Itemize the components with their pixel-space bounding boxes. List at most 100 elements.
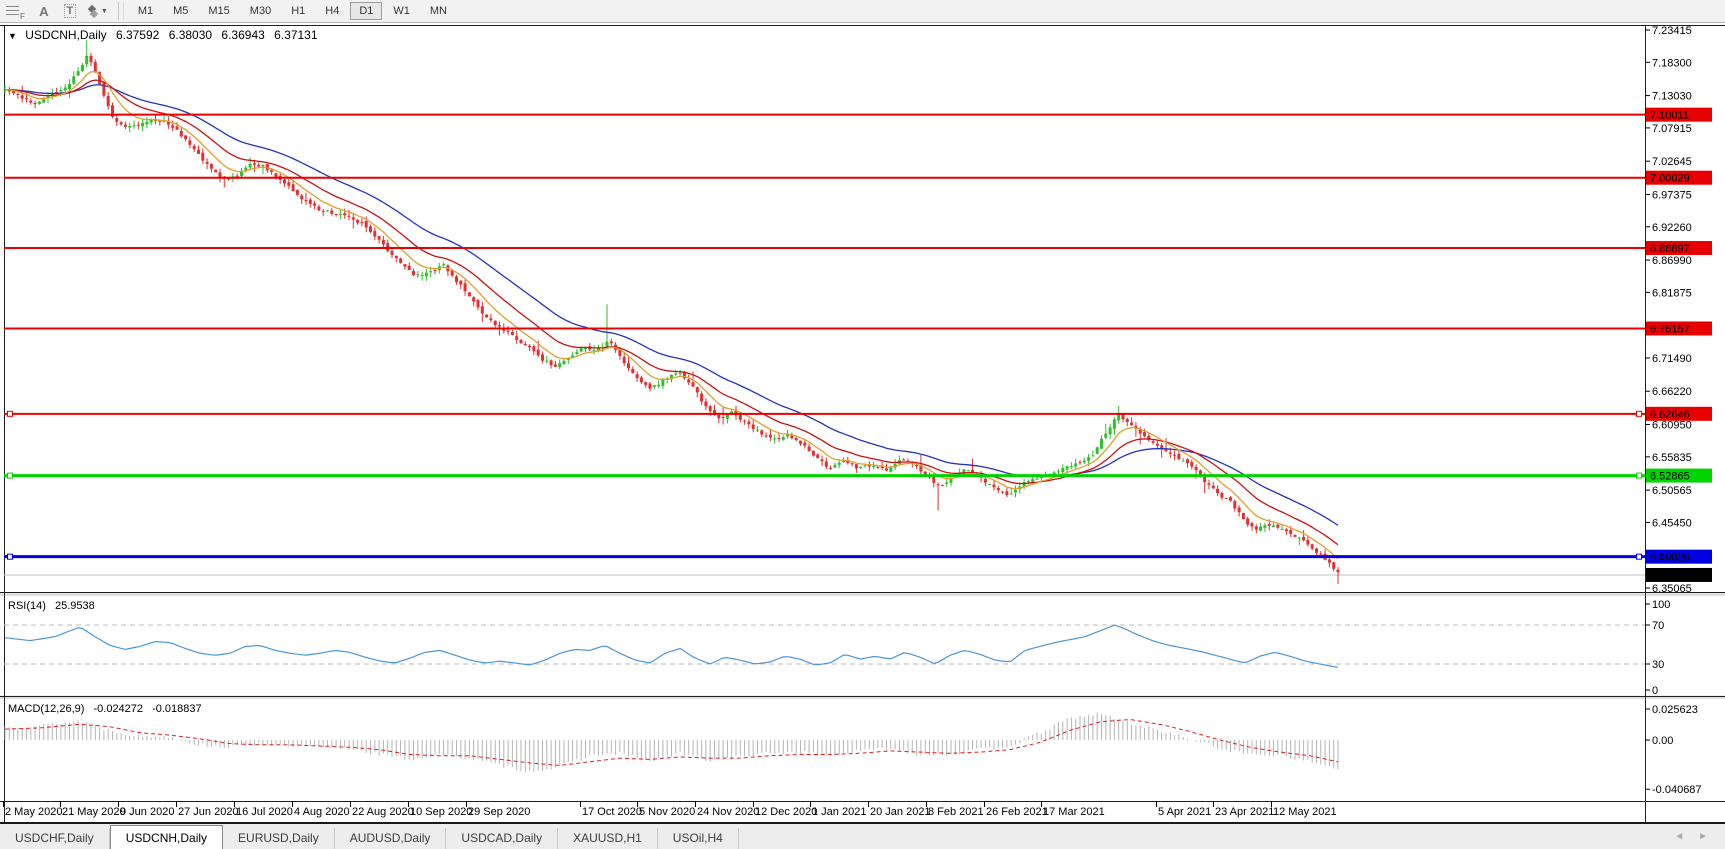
arrows-tool-button[interactable]: ▼ xyxy=(85,2,112,21)
hline-6.62646[interactable]: 6.62646 xyxy=(4,406,1712,421)
timeframe-button-W1[interactable]: W1 xyxy=(393,5,410,17)
svg-text:27 Jun 2020: 27 Jun 2020 xyxy=(178,806,239,818)
current-price-tag: 6.37131 xyxy=(1646,567,1712,582)
chart-background xyxy=(0,24,1725,823)
macd-signal-value: -0.018837 xyxy=(152,703,202,715)
svg-text:6.92260: 6.92260 xyxy=(1652,222,1692,234)
svg-text:4 Aug 2020: 4 Aug 2020 xyxy=(294,806,350,818)
hline-7.10011[interactable]: 7.10011 xyxy=(4,107,1712,122)
svg-text:6.55835: 6.55835 xyxy=(1652,452,1692,464)
ohlc-close: 6.37131 xyxy=(274,28,318,42)
svg-text:5 Nov 2020: 5 Nov 2020 xyxy=(639,806,695,818)
chart-tab-USDCAD-Daily[interactable]: USDCAD,Daily xyxy=(446,828,559,849)
svg-text:10 Sep 2020: 10 Sep 2020 xyxy=(410,806,472,818)
hline-7.00029[interactable]: 7.00029 xyxy=(4,170,1712,185)
hline-6.76157[interactable]: 6.76157 xyxy=(4,321,1712,336)
ohlc-open: 6.37592 xyxy=(115,28,160,42)
timeframe-button-H1[interactable]: H1 xyxy=(291,5,306,17)
panel-frame xyxy=(0,25,1725,822)
toolbar-separator-2 xyxy=(122,2,124,20)
svg-text:70: 70 xyxy=(1652,620,1664,632)
svg-text:6.45450: 6.45450 xyxy=(1652,517,1692,529)
svg-text:21 May 2020: 21 May 2020 xyxy=(62,806,126,818)
rsi-value: 25.9538 xyxy=(54,600,95,612)
chart-tab-USOil-H4[interactable]: USOil,H4 xyxy=(658,828,739,849)
timeframe-button-D1[interactable]: D1 xyxy=(350,2,383,20)
svg-text:6.52865: 6.52865 xyxy=(1650,471,1690,483)
svg-text:0.025623: 0.025623 xyxy=(1652,704,1698,716)
svg-text:5 Apr 2021: 5 Apr 2021 xyxy=(1158,806,1211,818)
chart-tab-EURUSD-Daily[interactable]: EURUSD,Daily xyxy=(223,828,335,849)
top-toolbar: F A T ▼ M1 M5 M15 M30 H1 H4 D1 W1 MN xyxy=(0,0,1725,23)
text-tool-button[interactable]: A xyxy=(33,2,55,21)
tab-scroll-right-icon[interactable]: ► xyxy=(1698,831,1708,842)
tab-scroll-buttons: ◄ ► xyxy=(1667,824,1725,849)
svg-text:6.76157: 6.76157 xyxy=(1650,323,1690,335)
price-axis[interactable]: 7.23415 7.18300 7.13030 7.07915 7.02645 6.973… xyxy=(1645,25,1692,595)
svg-text:9 Jun 2020: 9 Jun 2020 xyxy=(120,806,174,818)
svg-text:7.18300: 7.18300 xyxy=(1652,57,1692,69)
svg-text:6.66220: 6.66220 xyxy=(1652,386,1692,398)
tab-scroll-left-icon[interactable]: ◄ xyxy=(1674,831,1685,842)
hline-6.52865[interactable]: 6.52865 xyxy=(4,468,1712,483)
svg-text:24 Nov 2020: 24 Nov 2020 xyxy=(697,806,759,818)
svg-text:23 Apr 2021: 23 Apr 2021 xyxy=(1215,806,1274,818)
svg-text:29 Sep 2020: 29 Sep 2020 xyxy=(468,806,530,818)
tab-items: USDCHF,Daily USDCNH,Daily EURUSD,Daily AUDU… xyxy=(0,824,739,849)
svg-text:6.35065: 6.35065 xyxy=(1652,583,1692,595)
svg-text:22 Aug 2020: 22 Aug 2020 xyxy=(352,806,414,818)
svg-text:6.60950: 6.60950 xyxy=(1652,420,1692,432)
chart-tab-AUDUSD-Daily[interactable]: AUDUSD,Daily xyxy=(335,828,447,849)
rsi-panel: 100 70 30 0 xyxy=(4,599,1670,697)
svg-text:26 Feb 2021: 26 Feb 2021 xyxy=(986,806,1048,818)
svg-text:6.50565: 6.50565 xyxy=(1652,485,1692,497)
macd-value: -0.024272 xyxy=(93,703,144,715)
macd-name: MACD(12,26,9) xyxy=(8,703,85,715)
ma-fast xyxy=(4,71,1339,560)
rsi-indicator-label: RSI(14) 25.9538 xyxy=(8,600,95,612)
fibonacci-tool-button[interactable]: F xyxy=(2,2,29,21)
svg-text:30: 30 xyxy=(1652,659,1664,671)
svg-text:7.02645: 7.02645 xyxy=(1652,156,1692,168)
chart-tab-USDCNH-Daily[interactable]: USDCNH,Daily xyxy=(109,825,224,849)
svg-text:12 Dec 2020: 12 Dec 2020 xyxy=(755,806,817,818)
text-label-tool-button[interactable]: T xyxy=(59,2,81,21)
svg-text:0: 0 xyxy=(1652,685,1658,697)
ohlc-high: 6.38030 xyxy=(168,28,213,42)
svg-text:0.00: 0.00 xyxy=(1652,735,1673,747)
hline-6.40026[interactable]: 6.40026 xyxy=(4,549,1712,564)
svg-text:7.00029: 7.00029 xyxy=(1650,173,1690,185)
chart-canvas[interactable]: 7.10011 7.00029 6.88897 6.76157 6.62646 6.528… xyxy=(0,24,1725,823)
timeframe-button-M15[interactable]: M15 xyxy=(208,5,230,17)
timeframe-button-MN[interactable]: MN xyxy=(429,5,447,17)
timeframe-button-M5[interactable]: M5 xyxy=(173,5,189,17)
timeframe-button-M1[interactable]: M1 xyxy=(137,5,154,17)
svg-text:6.86990: 6.86990 xyxy=(1652,255,1692,267)
svg-text:7.23415: 7.23415 xyxy=(1652,25,1692,37)
rsi-name: RSI(14) xyxy=(8,600,46,612)
svg-text:8 Feb 2021: 8 Feb 2021 xyxy=(928,806,984,818)
svg-text:6.37131: 6.37131 xyxy=(1650,570,1690,582)
timeframe-button-M30[interactable]: M30 xyxy=(249,5,272,17)
hline-6.88897[interactable]: 6.88897 xyxy=(4,241,1712,256)
chart-tab-USDCHF-Daily[interactable]: USDCHF,Daily xyxy=(0,828,110,849)
svg-text:6.62646: 6.62646 xyxy=(1650,409,1690,421)
svg-text:7.13030: 7.13030 xyxy=(1652,91,1692,103)
chart-tab-XAUUSD-H1[interactable]: XAUUSD,H1 xyxy=(558,828,658,849)
svg-text:6.81875: 6.81875 xyxy=(1652,287,1692,299)
svg-text:7.10011: 7.10011 xyxy=(1650,110,1689,122)
svg-text:16 Jul 2020: 16 Jul 2020 xyxy=(236,806,293,818)
timeframe-group: M1 M5 M15 M30 H1 H4 D1 W1 MN xyxy=(128,0,457,22)
toolbar-separator xyxy=(117,2,119,20)
svg-text:-0.040687: -0.040687 xyxy=(1652,784,1702,796)
timeframe-button-H4[interactable]: H4 xyxy=(325,5,340,17)
svg-text:7.07915: 7.07915 xyxy=(1652,123,1692,135)
svg-text:6.97375: 6.97375 xyxy=(1652,189,1692,201)
collapse-triangle-icon[interactable]: ▼ xyxy=(8,31,17,41)
rsi-line xyxy=(4,624,1339,668)
text-label-icon: T xyxy=(63,4,77,18)
svg-text:1 Jan 2021: 1 Jan 2021 xyxy=(812,806,866,818)
ma-slow xyxy=(4,84,1339,526)
ohlc-low: 6.36943 xyxy=(221,28,265,42)
